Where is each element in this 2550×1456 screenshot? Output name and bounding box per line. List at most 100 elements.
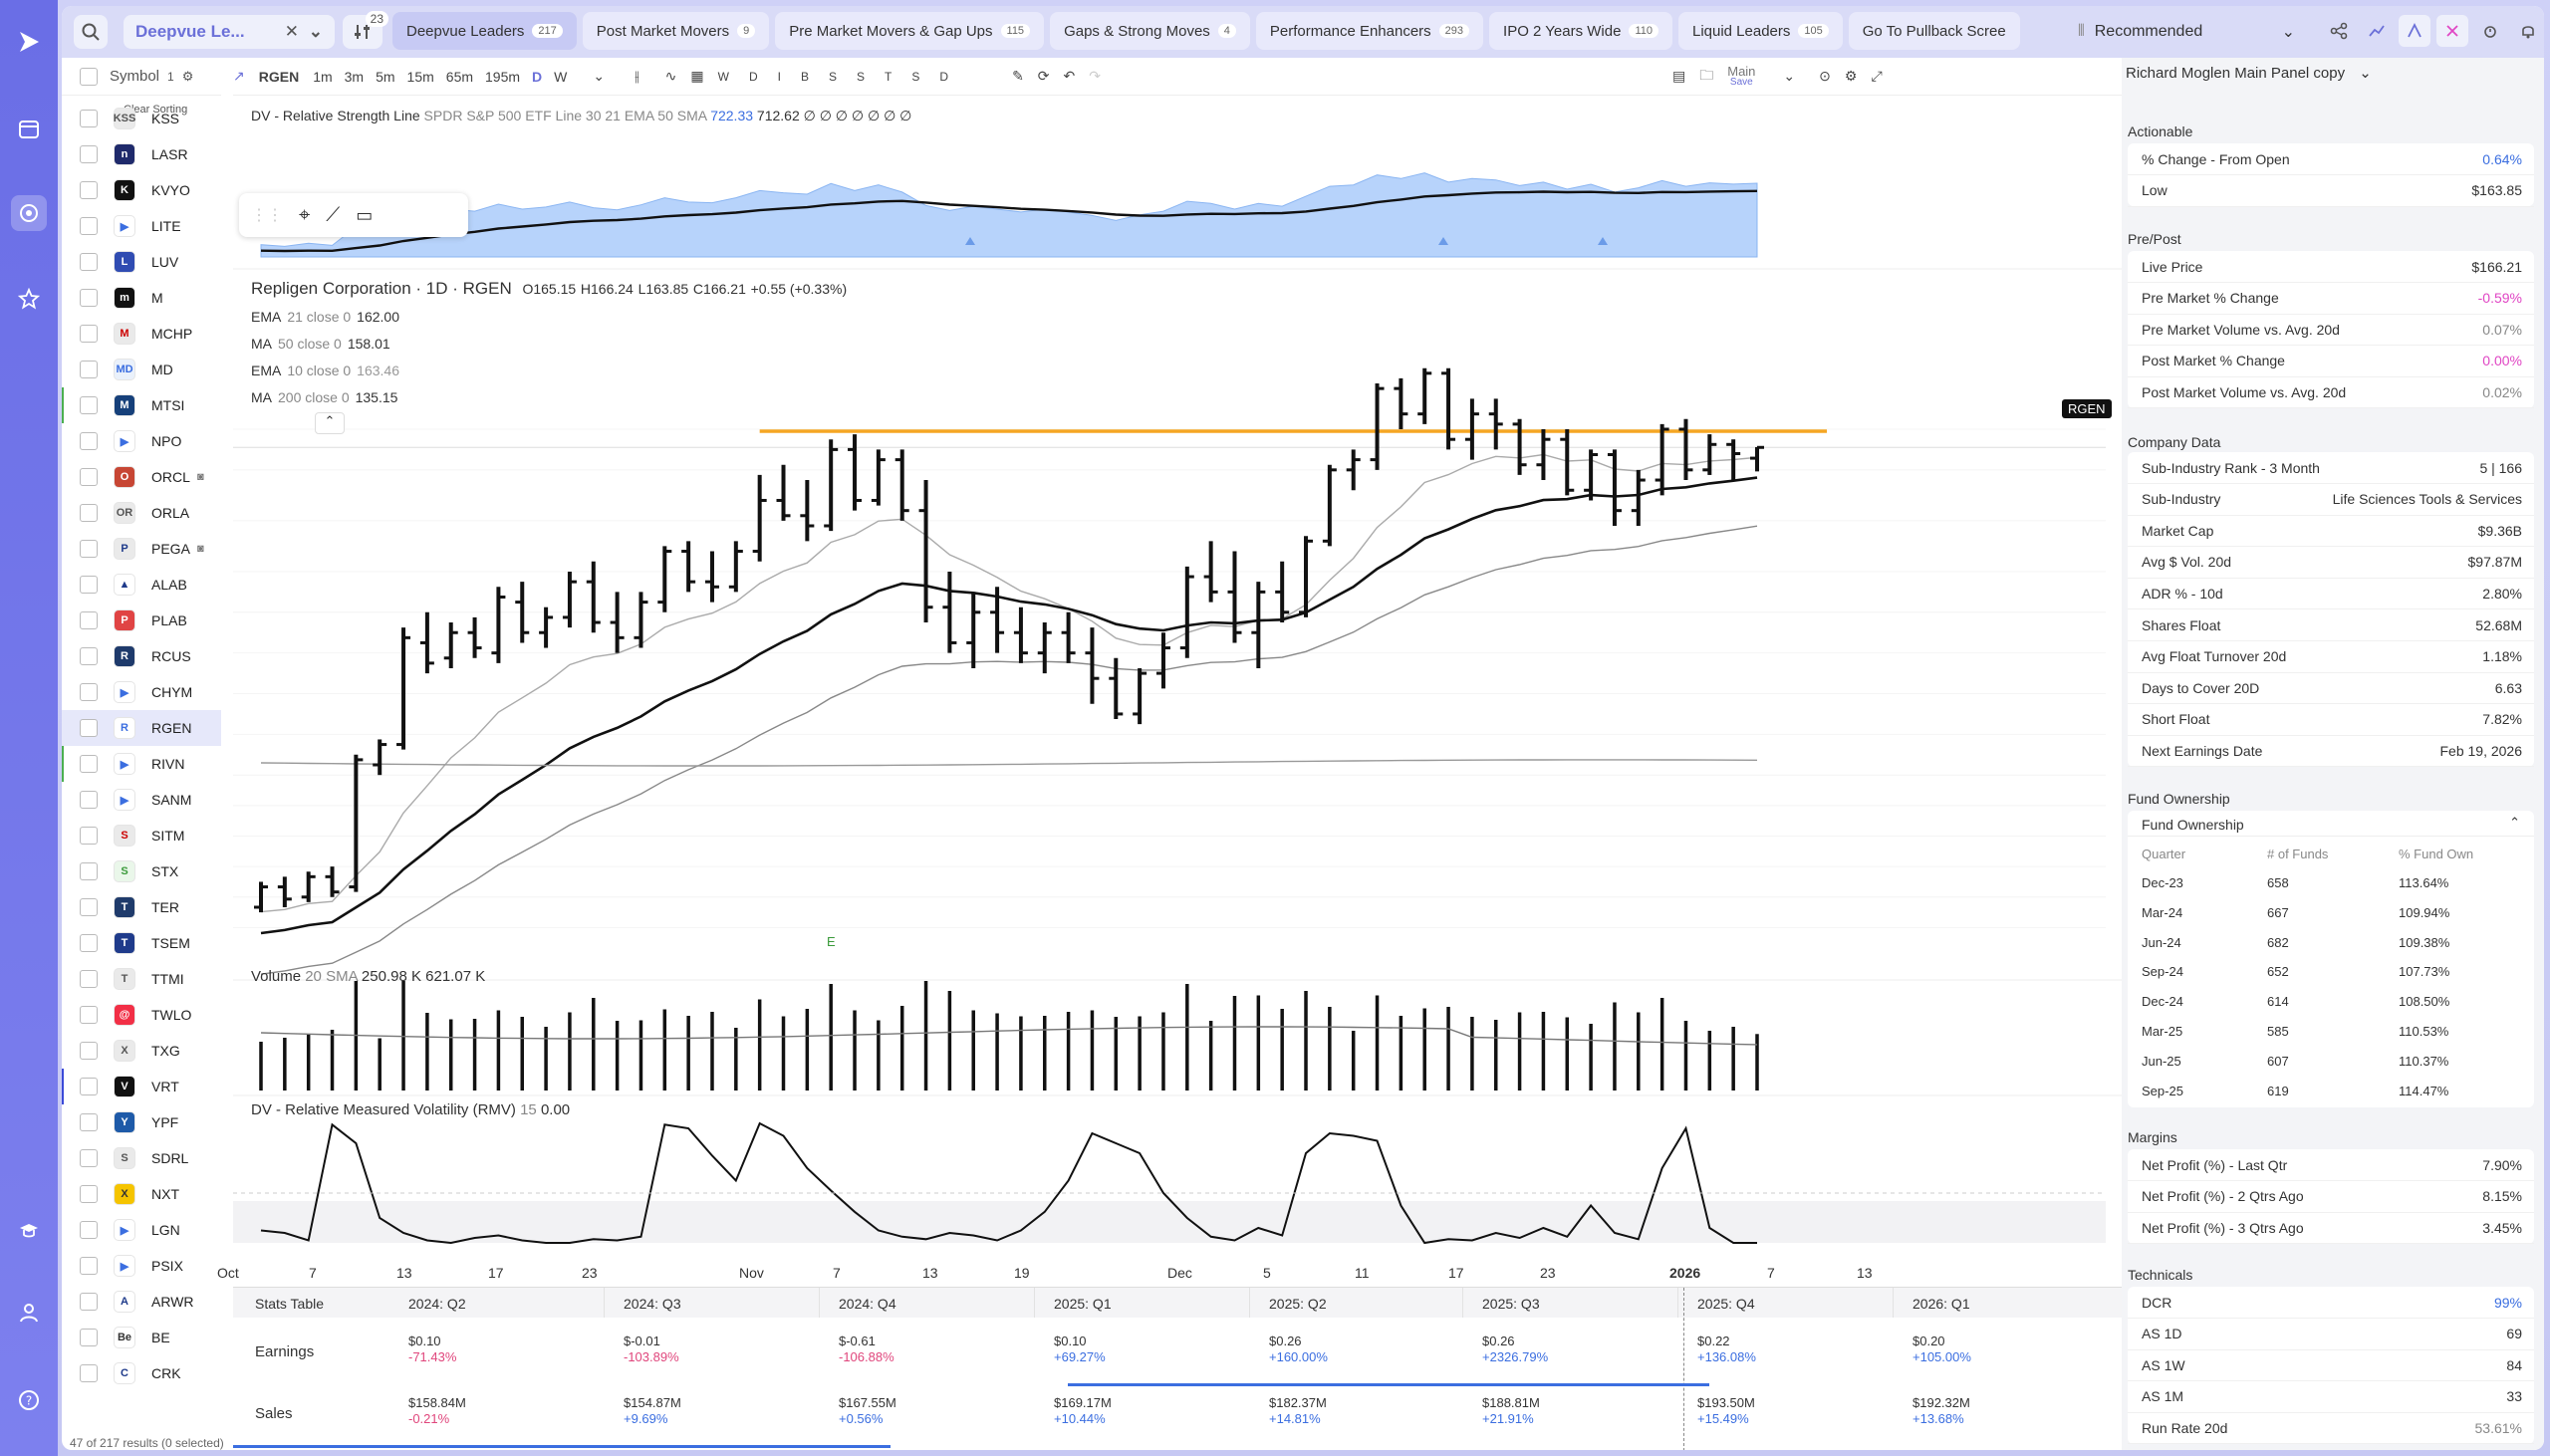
row-checkbox[interactable] xyxy=(80,396,98,414)
row-checkbox[interactable] xyxy=(80,504,98,522)
symbol-row[interactable]: @ TWLO xyxy=(62,997,221,1033)
row-checkbox[interactable] xyxy=(80,898,98,916)
panel-row[interactable]: Net Profit (%) - 2 Qtrs Ago 8.15% xyxy=(2128,1181,2534,1213)
row-checkbox[interactable] xyxy=(80,647,98,665)
panel-row[interactable]: Net Profit (%) - 3 Qtrs Ago 3.45% xyxy=(2128,1212,2534,1245)
alert-icon[interactable] xyxy=(2474,15,2506,47)
stats-column-header[interactable]: 2025: Q2 xyxy=(1269,1296,1327,1312)
symbol-row[interactable]: S STX xyxy=(62,853,221,889)
timeframe-15m[interactable]: 15m xyxy=(406,68,434,85)
symbol-row[interactable]: T TSEM xyxy=(62,925,221,961)
row-checkbox[interactable] xyxy=(80,432,98,450)
user-icon[interactable] xyxy=(11,1295,47,1331)
symbol-row[interactable]: ▲ ALAB xyxy=(62,567,221,603)
panel-row[interactable]: Live Price $166.21 xyxy=(2128,251,2534,283)
row-checkbox[interactable] xyxy=(80,1364,98,1382)
symbol-row[interactable]: M MCHP xyxy=(62,316,221,352)
stats-column-header[interactable]: 2025: Q3 xyxy=(1482,1296,1540,1312)
panel-row[interactable]: Avg Float Turnover 20d 1.18% xyxy=(2128,641,2534,673)
row-checkbox[interactable] xyxy=(80,1149,98,1167)
crosshair-tool-icon[interactable]: ⌖ xyxy=(299,203,311,226)
stats-column-header[interactable]: 2025: Q4 xyxy=(1697,1296,1755,1312)
panel-row[interactable]: ADR % - 10d 2.80% xyxy=(2128,578,2534,610)
row-checkbox[interactable] xyxy=(80,1257,98,1275)
radar-icon[interactable] xyxy=(11,195,47,231)
panel-row[interactable]: AS 1D 69 xyxy=(2128,1319,2534,1350)
symbol-row[interactable]: C CRK xyxy=(62,1355,221,1391)
row-checkbox[interactable] xyxy=(80,576,98,594)
education-icon[interactable] xyxy=(11,1213,47,1249)
settings-icon[interactable]: ⚙ xyxy=(1844,68,1858,84)
row-checkbox[interactable] xyxy=(80,361,98,378)
timeframe-195m[interactable]: 195m xyxy=(485,68,521,85)
panel-row[interactable]: Market Cap $9.36B xyxy=(2128,515,2534,548)
panel-row[interactable]: % Change - From Open 0.64% xyxy=(2128,143,2534,175)
symbol-row[interactable]: P PEGA ◙ xyxy=(62,531,221,567)
row-checkbox[interactable] xyxy=(80,289,98,307)
symbol-row[interactable]: S SITM xyxy=(62,818,221,853)
fullscreen-icon[interactable]: ⤢ xyxy=(1871,68,1883,84)
dashboard-icon[interactable] xyxy=(11,112,47,147)
bar-style-icon[interactable]: ⫲ xyxy=(635,68,639,84)
tab-7[interactable]: Go To Pullback Scree xyxy=(1848,12,2020,50)
row-checkbox[interactable] xyxy=(80,145,98,163)
search-button[interactable] xyxy=(74,15,108,49)
symbol-row[interactable]: R RCUS xyxy=(62,638,221,674)
symbol-row[interactable]: ▶ SANM xyxy=(62,782,221,818)
panel-row[interactable]: Sub-Industry Rank - 3 Month 5 | 166 xyxy=(2128,452,2534,484)
symbol-row[interactable]: T TTMI xyxy=(62,961,221,997)
panel-row[interactable]: Pre Market Volume vs. Avg. 20d 0.07% xyxy=(2128,314,2534,347)
stats-column-header[interactable]: 2024: Q3 xyxy=(624,1296,681,1312)
row-checkbox[interactable] xyxy=(80,862,98,880)
drag-handle-icon[interactable]: ⋮⋮ xyxy=(251,207,283,224)
timeframe-65m[interactable]: 65m xyxy=(445,68,474,85)
symbol-row[interactable]: ▶ LGN xyxy=(62,1212,221,1248)
tab-1[interactable]: Post Market Movers 9 xyxy=(582,12,770,50)
chart-area[interactable]: DV - Relative Strength Line SPDR S&P 500… xyxy=(217,98,2175,1293)
line-chart-icon[interactable] xyxy=(2361,15,2393,47)
study-shortcut[interactable]: S xyxy=(911,69,920,84)
star-icon[interactable] xyxy=(11,281,47,317)
timeframe-D[interactable]: D xyxy=(532,68,543,85)
templates-icon[interactable]: ▦ xyxy=(690,68,704,84)
symbol-row[interactable]: ▶ RIVN xyxy=(62,746,221,782)
study-shortcut[interactable]: T xyxy=(885,69,892,84)
symbol-row[interactable]: ▶ CHYM xyxy=(62,674,221,710)
row-checkbox[interactable] xyxy=(80,217,98,235)
panel-row[interactable]: Low $163.85 xyxy=(2128,175,2534,207)
collapse-legend-button[interactable]: ⌃ xyxy=(315,412,345,434)
symbol-row[interactable]: M MTSI xyxy=(62,387,221,423)
row-checkbox[interactable] xyxy=(80,970,98,988)
draw-icon[interactable]: ✎ xyxy=(1012,68,1024,84)
symbol-row[interactable]: ▶ PSIX xyxy=(62,1248,221,1284)
layout-save[interactable]: Main Save xyxy=(1727,65,1769,88)
row-checkbox[interactable] xyxy=(80,719,98,737)
ma-legend-row[interactable]: MA 50 close 0 158.01 xyxy=(251,336,390,352)
undo-icon[interactable]: ↶ xyxy=(1063,68,1076,84)
study-shortcut[interactable]: S xyxy=(829,69,838,84)
row-checkbox[interactable] xyxy=(80,1042,98,1060)
symbol-row[interactable]: ▶ NPO xyxy=(62,423,221,459)
select-all-checkbox[interactable] xyxy=(80,67,98,86)
ma-legend-row[interactable]: EMA 10 close 0 163.46 xyxy=(251,363,399,378)
fund-subheader[interactable]: Fund Ownership ⌃ xyxy=(2128,811,2534,837)
timeframe-1m[interactable]: 1m xyxy=(313,68,333,85)
row-checkbox[interactable] xyxy=(80,934,98,952)
gear-icon[interactable]: ⚙ xyxy=(181,68,194,84)
line-tool-icon[interactable]: ⟋ xyxy=(326,203,341,226)
symbol-row[interactable]: Be BE xyxy=(62,1320,221,1355)
tab-2[interactable]: Pre Market Movers & Gap Ups 115 xyxy=(775,12,1045,50)
row-checkbox[interactable] xyxy=(80,325,98,343)
symbol-row[interactable]: V VRT xyxy=(62,1069,221,1104)
row-checkbox[interactable] xyxy=(80,1293,98,1311)
indicators-icon[interactable]: ∿ xyxy=(664,68,677,84)
earnings-marker[interactable]: E xyxy=(827,934,836,949)
chevron-down-icon[interactable]: ⌄ xyxy=(1783,68,1796,84)
chevron-down-icon[interactable]: ⌄ xyxy=(593,68,606,84)
panel-row[interactable]: Post Market Volume vs. Avg. 20d 0.02% xyxy=(2128,376,2534,409)
tab-6[interactable]: Liquid Leaders 105 xyxy=(1677,12,1843,50)
indicator-icon[interactable] xyxy=(2399,15,2430,47)
stats-column-header[interactable]: 2026: Q1 xyxy=(1912,1296,1970,1312)
filter-button[interactable]: 23 xyxy=(343,11,388,49)
